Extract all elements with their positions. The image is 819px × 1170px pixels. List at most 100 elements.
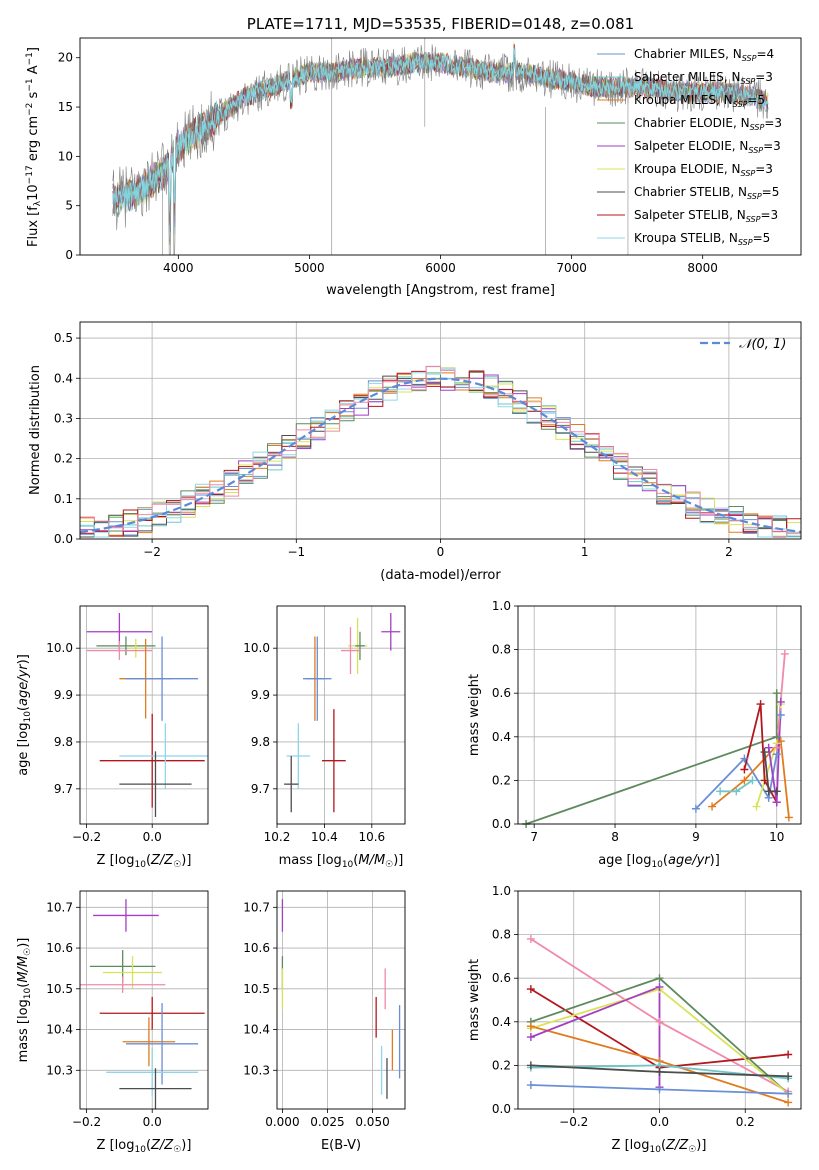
y-tick-label: 10.6: [46, 941, 73, 955]
label-part: )]: [393, 853, 403, 868]
label-part: Z/Z: [150, 853, 174, 868]
label-part: age/yr: [668, 853, 711, 868]
x-tick-label: 0.2: [736, 1115, 755, 1129]
plot-area-residuals: [80, 365, 801, 538]
label-part: =3: [763, 139, 781, 153]
mass-weight-marker: [655, 1017, 664, 1026]
label-part: (: [661, 1138, 666, 1153]
label-part: 10: [651, 860, 663, 870]
plot-area-mass-vs-Z: [80, 899, 205, 1109]
mass-weight-marker: [780, 649, 789, 658]
label-part: mass [log: [279, 853, 342, 868]
data-point: [86, 641, 153, 660]
y-tick-label: 0.8: [492, 928, 511, 942]
y-tick-label: 0.6: [492, 971, 511, 985]
label-part: )]: [696, 1138, 706, 1153]
legend-label: Salpeter STELIB, NSSP=3: [634, 208, 778, 224]
label-part: M/M: [16, 956, 31, 983]
mass-weight-marker: [776, 711, 785, 719]
y-tick-label: 5: [65, 199, 73, 213]
label-part: )]: [16, 654, 31, 664]
x-tick-label: 4000: [163, 261, 194, 275]
legend-label: Kroupa MILES, NSSP=5: [634, 93, 765, 109]
axes-frame: [79, 605, 209, 825]
mass-weight-line: [711, 739, 790, 818]
residual-histogram: [80, 370, 801, 537]
label-part: A: [26, 65, 41, 78]
label-part: )]: [181, 1138, 191, 1153]
label-part: λ: [33, 200, 43, 206]
label-part: 10: [26, 184, 41, 201]
label-part: 10: [23, 987, 33, 999]
x-tick-label: 0.000: [265, 1115, 299, 1129]
mass-weight-marker: [784, 813, 793, 822]
y-tick-label: 10.4: [46, 1023, 73, 1037]
mass-weight-marker: [784, 1098, 793, 1107]
y-tick-label: 0.0: [54, 532, 73, 546]
y-tick-label: 0.0: [492, 1102, 511, 1116]
x-tick-label: −0.2: [72, 1115, 101, 1129]
label-part: age [log: [16, 723, 31, 776]
y-tick-label: 10.6: [243, 941, 270, 955]
mass-weight-marker: [655, 1067, 664, 1076]
label-part: age/yr: [16, 663, 31, 706]
data-point: [122, 1017, 176, 1067]
x-tick-label: 8000: [687, 261, 718, 275]
x-axis-label: Z [log10(Z/Z☉)]: [97, 1138, 192, 1155]
x-axis-label: wavelength [Angstrom, rest frame]: [326, 283, 555, 298]
legend-label: Kroupa STELIB, NSSP=5: [634, 231, 770, 247]
label-part: Z [log: [97, 853, 135, 868]
axes-mass-vs-EBV: 0.000 0.025 0.050 10.3 10.4 10.5 10.6 10.7: [243, 890, 406, 1129]
legend-label: Chabrier STELIB, NSSP=5: [634, 185, 779, 201]
label-part: =3: [760, 208, 778, 222]
y-tick-label: 10.5: [46, 982, 73, 996]
label-part: SSP: [741, 169, 756, 178]
x-axis-label: Z [log10(Z/Z☉)]: [612, 1138, 707, 1155]
x-tick-label: 7: [530, 830, 538, 844]
mass-weight-marker: [708, 802, 717, 811]
y-tick-label: 0.2: [492, 1058, 511, 1072]
legend-label: Salpeter MILES, NSSP=3: [634, 70, 773, 86]
residual-histogram: [80, 374, 801, 538]
mass-weight-marker: [526, 1033, 535, 1042]
data-point: [125, 636, 199, 721]
label-part: )]: [16, 938, 31, 948]
label-part: Salpeter STELIB, N: [634, 208, 746, 222]
y-tick-label: 1.0: [492, 599, 511, 613]
x-tick-label: 10.2: [264, 830, 291, 844]
label-part: erg cm: [26, 116, 41, 165]
label-part: −1: [25, 78, 35, 91]
y-tick-label: 0.4: [492, 730, 511, 744]
x-tick-label: 8: [611, 830, 619, 844]
label-part: (: [146, 1138, 151, 1153]
x-tick-label: −1: [287, 545, 305, 559]
axes-spectrum: 4000 5000 6000 7000 8000 0 5 10 15 20: [58, 37, 802, 275]
y-tick-label: 10.4: [243, 1023, 270, 1037]
y-axis-label: Flux [fλ10−17 erg cm−2 s−1 A−1]: [25, 47, 43, 247]
y-tick-label: 0.4: [54, 371, 73, 385]
label-part: (: [663, 853, 668, 868]
y-tick-label: 9.7: [54, 782, 73, 796]
x-tick-label: −2: [143, 545, 161, 559]
mass-weight-marker: [784, 1072, 793, 1081]
label-part: s: [26, 91, 41, 102]
x-tick-label: 7000: [556, 261, 587, 275]
gaussian-curve: [80, 377, 801, 534]
y-tick-label: 0.6: [492, 686, 511, 700]
y-tick-label: 15: [58, 100, 73, 114]
mass-weight-marker: [655, 982, 664, 991]
x-tick-label: −0.2: [559, 1115, 588, 1129]
mass-weight-marker: [716, 787, 725, 796]
data-point: [341, 627, 360, 674]
legend-label: Salpeter ELODIE, NSSP=3: [634, 139, 781, 155]
label-part: 10: [134, 860, 146, 870]
legend-label: Kroupa ELODIE, NSSP=3: [634, 162, 773, 178]
y-tick-label: 10.3: [46, 1063, 73, 1077]
x-tick-label: 10: [769, 830, 784, 844]
y-tick-label: 20: [58, 51, 73, 65]
label-part: −17: [25, 165, 35, 184]
x-axis-label: mass [log10(M/M☉)]: [279, 853, 404, 870]
label-part: ☉: [385, 860, 393, 870]
